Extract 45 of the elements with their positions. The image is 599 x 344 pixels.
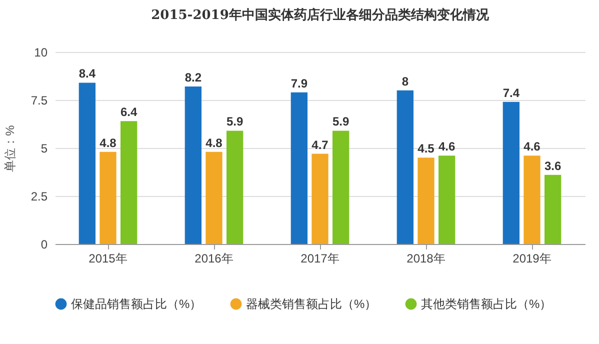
bar [396, 90, 414, 244]
bar [332, 130, 350, 244]
bar [312, 154, 328, 244]
bar [120, 121, 138, 244]
x-tick-label: 2016年 [194, 252, 234, 266]
y-tick-label: 5 [40, 142, 48, 156]
y-tick-label: 10 [34, 46, 48, 60]
y-axis-title: 单位：% [2, 124, 17, 172]
data-label: 5.9 [332, 114, 350, 129]
legend-label: 其他类销售额占比（%） [421, 297, 552, 311]
data-label: 4.8 [100, 136, 117, 150]
legend-label: 保健品销售额占比（%） [71, 297, 202, 311]
data-label: 8.4 [78, 66, 96, 81]
y-tick-label: 7.5 [30, 94, 48, 108]
data-label: 3.6 [544, 158, 562, 173]
data-label: 4.7 [312, 138, 329, 152]
bar [184, 86, 202, 244]
bar [524, 156, 540, 244]
bar [78, 82, 96, 244]
bar [226, 130, 244, 244]
data-label: 8 [402, 74, 409, 88]
x-tick-label: 2017年 [300, 252, 340, 266]
data-label: 4.6 [524, 140, 541, 154]
bar [290, 92, 308, 244]
data-label: 7.4 [502, 86, 520, 100]
y-tick-label: 0 [40, 238, 48, 252]
bar [438, 156, 456, 244]
data-label: 8.2 [184, 70, 202, 85]
x-tick-label: 2015年 [88, 252, 128, 266]
data-label: 4.6 [438, 140, 456, 154]
data-label: 7.9 [290, 76, 308, 90]
bar [502, 102, 520, 244]
bar [418, 158, 434, 244]
data-label: 4.8 [206, 136, 223, 150]
data-label: 5.9 [226, 114, 244, 129]
x-tick-label: 2018年 [406, 252, 446, 266]
data-label: 6.4 [120, 105, 138, 120]
y-tick-label: 2.5 [30, 190, 48, 204]
bar [100, 152, 116, 244]
bar [544, 174, 562, 244]
x-tick-label: 2019年 [512, 252, 552, 266]
legend-label: 器械类销售额占比（%） [246, 297, 377, 311]
data-label: 4.5 [418, 142, 435, 156]
bar [206, 152, 222, 244]
chart-title: 2015-2019年中国实体药店行业各细分品类结构变化情况 [151, 7, 490, 23]
